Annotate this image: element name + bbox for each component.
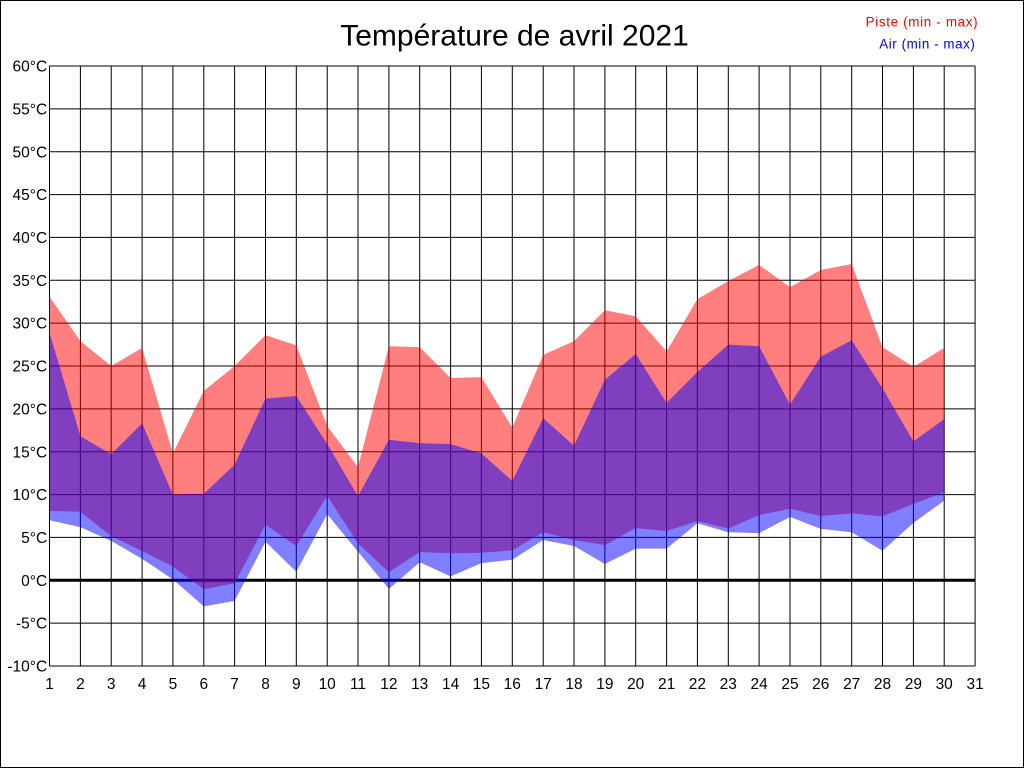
svg-text:30: 30: [936, 676, 954, 693]
svg-text:10°C: 10°C: [13, 487, 48, 504]
svg-text:12: 12: [380, 676, 397, 693]
svg-text:55°C: 55°C: [13, 102, 48, 119]
svg-text:27: 27: [843, 676, 860, 693]
svg-text:8: 8: [261, 676, 270, 693]
svg-text:-10°C: -10°C: [7, 659, 47, 676]
svg-text:40°C: 40°C: [13, 230, 48, 247]
svg-text:30°C: 30°C: [13, 316, 48, 333]
svg-text:29: 29: [905, 676, 922, 693]
svg-text:35°C: 35°C: [13, 273, 48, 290]
svg-text:31: 31: [966, 676, 983, 693]
svg-text:60°C: 60°C: [13, 59, 48, 76]
svg-text:26: 26: [812, 676, 829, 693]
svg-text:Air (min - max): Air (min - max): [879, 36, 975, 51]
svg-text:17: 17: [535, 676, 552, 693]
svg-text:15: 15: [473, 676, 490, 693]
svg-text:15°C: 15°C: [13, 444, 48, 461]
svg-text:25: 25: [781, 676, 798, 693]
svg-text:21: 21: [658, 676, 675, 693]
svg-text:5: 5: [169, 676, 178, 693]
svg-text:9: 9: [292, 676, 301, 693]
svg-text:-5°C: -5°C: [16, 616, 47, 633]
svg-text:28: 28: [874, 676, 891, 693]
svg-text:Piste (min - max): Piste (min - max): [866, 14, 978, 29]
svg-text:14: 14: [442, 676, 460, 693]
svg-text:4: 4: [138, 676, 147, 693]
svg-text:10: 10: [319, 676, 337, 693]
svg-text:0°C: 0°C: [21, 573, 47, 590]
svg-text:18: 18: [565, 676, 582, 693]
svg-text:2: 2: [76, 676, 85, 693]
svg-text:6: 6: [199, 676, 208, 693]
svg-text:5°C: 5°C: [21, 530, 47, 547]
svg-text:13: 13: [411, 676, 428, 693]
svg-text:25°C: 25°C: [13, 359, 48, 376]
svg-text:24: 24: [750, 676, 768, 693]
svg-text:22: 22: [689, 676, 706, 693]
svg-text:11: 11: [350, 676, 366, 693]
svg-text:20: 20: [627, 676, 645, 693]
svg-text:20°C: 20°C: [13, 402, 48, 419]
svg-text:50°C: 50°C: [13, 144, 48, 161]
svg-text:23: 23: [720, 676, 737, 693]
svg-text:19: 19: [596, 676, 613, 693]
svg-text:16: 16: [504, 676, 521, 693]
svg-text:1: 1: [45, 676, 54, 693]
svg-text:7: 7: [230, 676, 239, 693]
svg-text:45°C: 45°C: [13, 187, 48, 204]
svg-text:Température de avril 2021: Température de avril 2021: [340, 20, 689, 53]
svg-text:3: 3: [107, 676, 116, 693]
